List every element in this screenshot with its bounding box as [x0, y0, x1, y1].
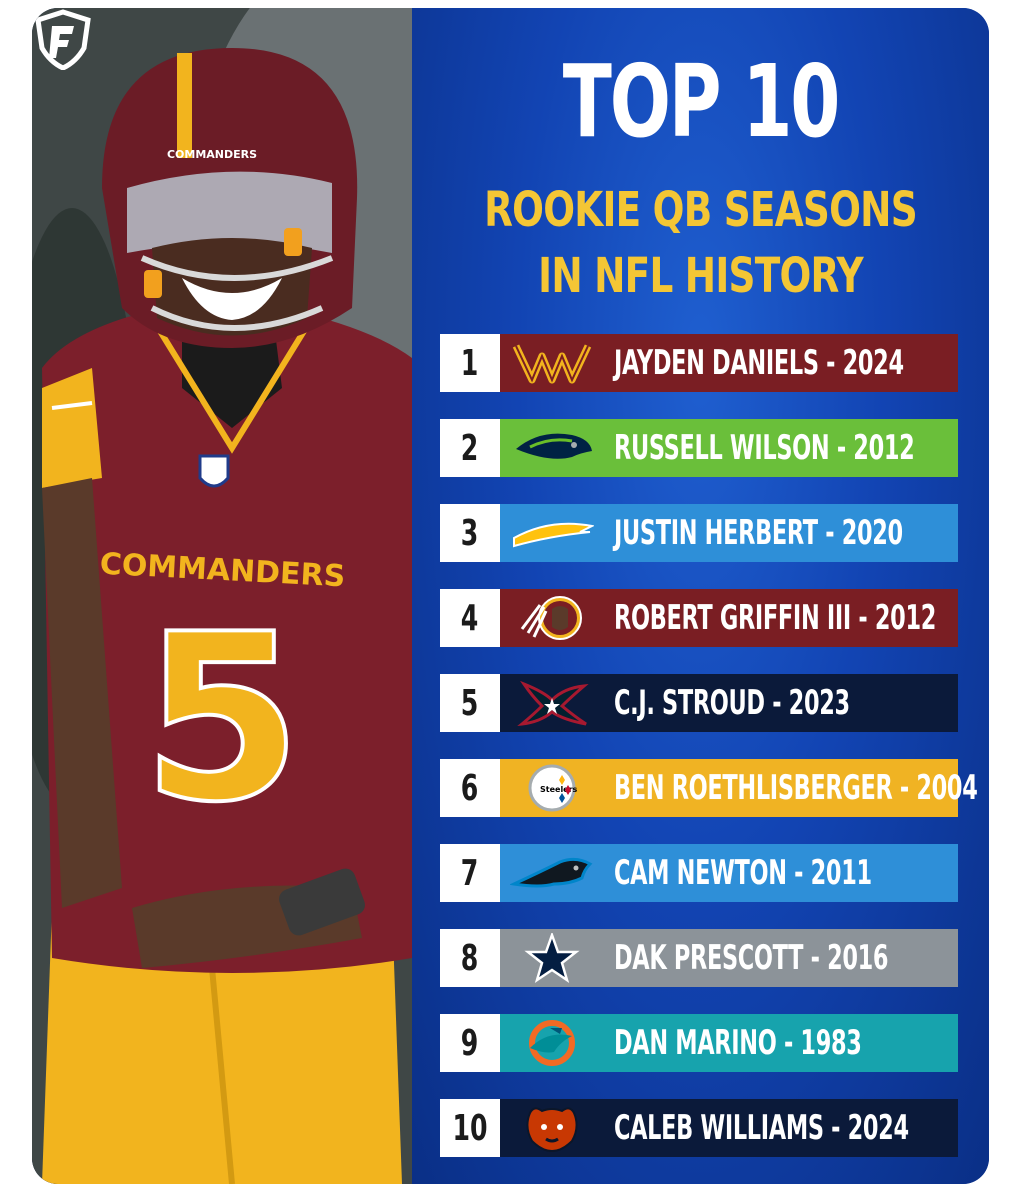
- ranking-row: 8 DAK PRESCOTT - 2016: [440, 929, 958, 987]
- rank-number: 2: [440, 419, 500, 477]
- page-title: TOP 10: [562, 43, 841, 160]
- cowboys-star-icon: [510, 931, 594, 983]
- seahawks-logo-icon: [510, 423, 594, 473]
- ranking-row: 10 CALEB WILLIAMS - 2024: [440, 1099, 958, 1157]
- rank-number: 4: [440, 589, 500, 647]
- rank-number-text: 1: [461, 342, 479, 384]
- qb-season-label: JAYDEN DANIELS - 2024: [614, 343, 904, 383]
- qb-season-label: CALEB WILLIAMS - 2024: [614, 1108, 909, 1148]
- qb-season-label: C.J. STROUD - 2023: [614, 683, 850, 723]
- fanduel-logo-icon: [35, 9, 91, 70]
- ranking-row: 1 JAYDEN DANIELS - 2024: [440, 334, 958, 392]
- redskins-logo-icon: [510, 593, 594, 643]
- ranking-bar: JAYDEN DANIELS - 2024: [500, 334, 958, 392]
- rank-number-text: 4: [461, 597, 479, 639]
- page-subtitle-line-2: IN NFL HISTORY: [538, 248, 863, 304]
- rank-number: 5: [440, 674, 500, 732]
- ranking-bar: JUSTIN HERBERT - 2020: [500, 504, 958, 562]
- helmet-wordmark: COMMANDERS: [167, 148, 257, 161]
- rank-number-text: 7: [461, 852, 479, 894]
- qb-season-label: BEN ROETHLISBERGER - 2004: [614, 768, 978, 808]
- ranking-bar: DAK PRESCOTT - 2016: [500, 929, 958, 987]
- ranking-bar: Steelers BEN ROETHLISBERGER - 2004: [500, 759, 978, 817]
- rank-number-text: 3: [461, 512, 479, 554]
- rank-number: 1: [440, 334, 500, 392]
- rank-number-text: 6: [461, 767, 479, 809]
- qb-season-label: RUSSELL WILSON - 2012: [614, 428, 915, 468]
- ranking-bar: CAM NEWTON - 2011: [500, 844, 958, 902]
- rank-number: 3: [440, 504, 500, 562]
- ranking-row: 7 CAM NEWTON - 2011: [440, 844, 958, 902]
- ranking-row: 5 C.J. STROUD - 2023: [440, 674, 958, 732]
- rank-number-text: 2: [461, 427, 479, 469]
- rank-number: 9: [440, 1014, 500, 1072]
- ranking-bar: CALEB WILLIAMS - 2024: [500, 1099, 958, 1157]
- ranking-row: 3 JUSTIN HERBERT - 2020: [440, 504, 958, 562]
- rank-number-text: 5: [461, 682, 479, 724]
- ranking-bar: RUSSELL WILSON - 2012: [500, 419, 958, 477]
- panthers-logo-icon: [508, 848, 594, 898]
- commanders-w-logo-icon: [510, 338, 594, 388]
- dolphins-logo-icon: [510, 1018, 594, 1068]
- qb-season-label: DAK PRESCOTT - 2016: [614, 938, 889, 978]
- rank-number: 6: [440, 759, 500, 817]
- rank-number: 7: [440, 844, 500, 902]
- steelers-logo-icon: Steelers: [510, 763, 594, 813]
- rankings-panel: TOP 10 ROOKIE QB SEASONS IN NFL HISTORY …: [412, 8, 989, 1184]
- ranking-bar: DAN MARINO - 1983: [500, 1014, 958, 1072]
- ranking-bar: C.J. STROUD - 2023: [500, 674, 958, 732]
- rank-number-text: 9: [461, 1022, 479, 1064]
- bears-logo-icon: [510, 1103, 594, 1153]
- texans-logo-icon: [510, 678, 594, 728]
- player-photo: COMMANDERS 5 COMMANDERS: [32, 8, 412, 1184]
- rank-number: 8: [440, 929, 500, 987]
- qb-season-label: DAN MARINO - 1983: [614, 1023, 862, 1063]
- ranking-row: 6 Steelers BEN ROETHLISBERGER - 2004: [440, 759, 978, 817]
- rank-number-text: 10: [452, 1107, 488, 1149]
- svg-text:Steelers: Steelers: [540, 785, 578, 794]
- ranking-row: 4 ROBERT GRIFFIN III - 2012: [440, 589, 958, 647]
- qb-season-label: JUSTIN HERBERT - 2020: [614, 513, 903, 553]
- qb-season-label: CAM NEWTON - 2011: [614, 853, 872, 893]
- ranking-row: 9 DAN MARINO - 1983: [440, 1014, 958, 1072]
- ranking-row: 2 RUSSELL WILSON - 2012: [440, 419, 958, 477]
- page-subtitle-line-1: ROOKIE QB SEASONS: [484, 182, 918, 238]
- chargers-bolt-icon: [510, 508, 596, 558]
- infographic-card: COMMANDERS 5 COMMANDERS: [32, 8, 989, 1184]
- player-illustration: COMMANDERS 5 COMMANDERS: [32, 8, 412, 1184]
- qb-season-label: ROBERT GRIFFIN III - 2012: [614, 598, 937, 638]
- rank-number: 10: [440, 1099, 500, 1157]
- ranking-bar: ROBERT GRIFFIN III - 2012: [500, 589, 958, 647]
- rank-number-text: 8: [461, 937, 479, 979]
- jersey-number: 5: [142, 586, 302, 853]
